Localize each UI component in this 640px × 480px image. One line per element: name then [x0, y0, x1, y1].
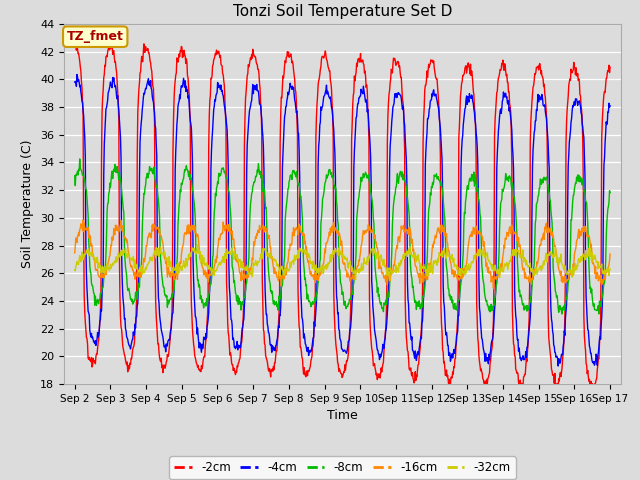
-8cm [580, 189, 588, 194]
-32cm [294, 255, 301, 261]
-4cm [606, 103, 614, 108]
Text: TZ_fmet: TZ_fmet [67, 30, 124, 43]
-16cm [606, 251, 614, 257]
-2cm [294, 132, 301, 137]
-4cm [71, 79, 79, 85]
-8cm [588, 294, 596, 300]
-16cm [387, 273, 394, 278]
-32cm [194, 242, 202, 248]
-32cm [589, 255, 596, 261]
-4cm [554, 363, 562, 369]
-8cm [71, 173, 79, 179]
-4cm [97, 306, 105, 312]
-16cm [71, 250, 79, 256]
-32cm [97, 263, 104, 269]
Line: -2cm: -2cm [75, 43, 610, 390]
-2cm [171, 84, 179, 89]
Line: -4cm: -4cm [75, 74, 610, 366]
-16cm [589, 261, 596, 266]
-2cm [589, 384, 596, 390]
-16cm [97, 274, 105, 279]
Line: -8cm: -8cm [75, 159, 610, 314]
-2cm [97, 292, 105, 298]
-8cm [97, 290, 105, 296]
-2cm [518, 387, 526, 393]
X-axis label: Time: Time [327, 409, 358, 422]
-8cm [595, 311, 603, 317]
-8cm [171, 276, 179, 282]
Y-axis label: Soil Temperature (C): Soil Temperature (C) [22, 140, 35, 268]
-8cm [606, 190, 614, 195]
-32cm [170, 266, 178, 272]
-8cm [294, 178, 301, 183]
-2cm [580, 333, 588, 339]
-16cm [580, 227, 588, 232]
-4cm [171, 262, 179, 267]
-4cm [294, 116, 301, 121]
-2cm [72, 40, 79, 46]
-32cm [580, 253, 588, 259]
-2cm [71, 41, 79, 47]
-4cm [580, 152, 588, 158]
-8cm [76, 156, 84, 162]
-4cm [589, 360, 596, 365]
Line: -16cm: -16cm [75, 220, 610, 288]
-16cm [171, 271, 179, 276]
-4cm [387, 136, 394, 142]
-32cm [386, 277, 394, 283]
-2cm [387, 76, 394, 82]
Line: -32cm: -32cm [75, 245, 610, 280]
-2cm [606, 64, 614, 70]
-16cm [490, 285, 497, 291]
-8cm [387, 271, 394, 276]
-16cm [79, 217, 87, 223]
-16cm [294, 227, 301, 233]
-32cm [387, 269, 395, 275]
Legend: -2cm, -4cm, -8cm, -16cm, -32cm: -2cm, -4cm, -8cm, -16cm, -32cm [169, 456, 516, 479]
Title: Tonzi Soil Temperature Set D: Tonzi Soil Temperature Set D [233, 4, 452, 19]
-4cm [73, 72, 81, 77]
-32cm [71, 267, 79, 273]
-32cm [606, 266, 614, 272]
